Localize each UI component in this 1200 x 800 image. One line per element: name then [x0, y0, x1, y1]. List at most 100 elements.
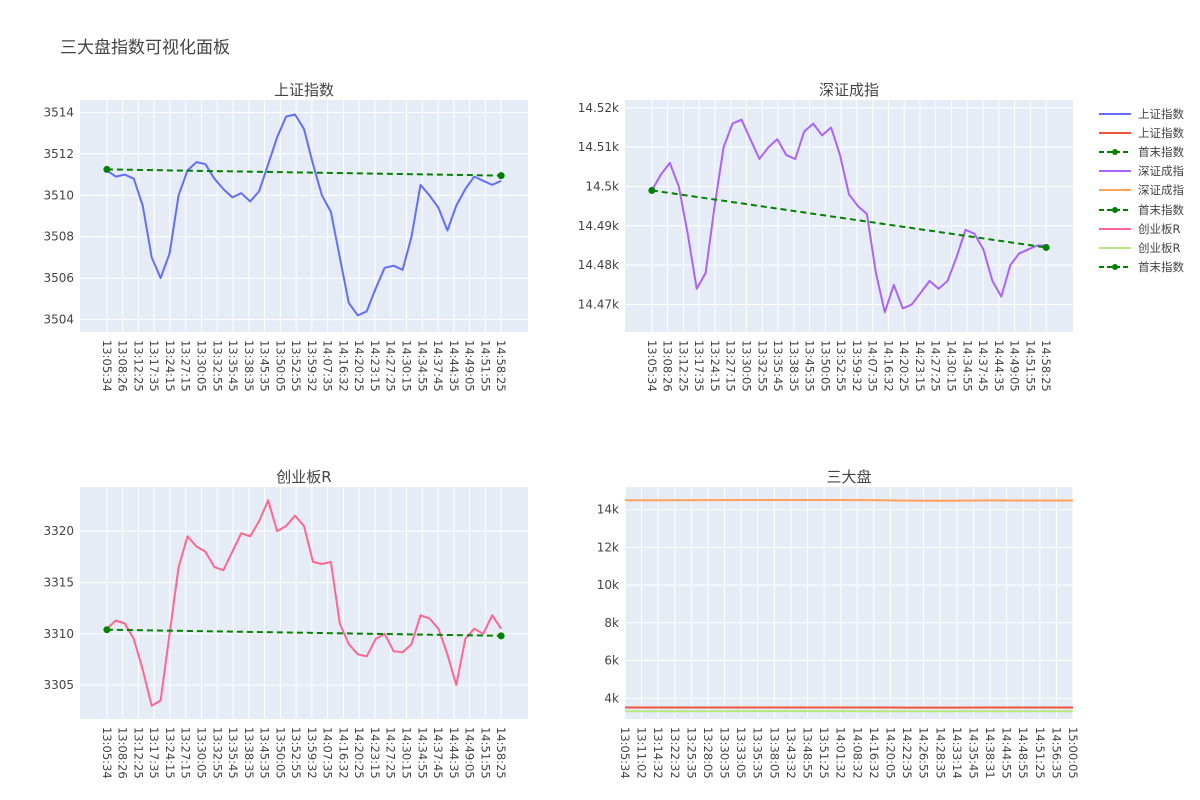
x-tick-label: 13:35:45 [226, 340, 240, 392]
y-tick-label: 4k [604, 691, 619, 705]
x-tick-label: 14:51:55 [478, 340, 492, 392]
series-marker [103, 626, 111, 634]
subplot-1: 13:05:34 13:08:26 13:12:25 13:17:35 13:24:15… [43, 81, 528, 392]
x-tick-label: 14:49:05 [463, 340, 477, 392]
y-tick-label: 14.51k [578, 140, 619, 154]
legend-item[interactable]: 创业板R [1098, 219, 1184, 238]
y-tick-label: 3305 [43, 678, 74, 692]
x-tick-label: 14:30:15 [945, 340, 959, 392]
x-tick-label: 14:30:15 [400, 340, 414, 392]
y-tick-label: 3315 [43, 575, 74, 589]
x-tick-label: 14:16:32 [336, 727, 350, 779]
legend-swatch [1099, 170, 1131, 173]
x-tick-label: 13:38:35 [787, 340, 801, 392]
legend-label: 首末指数 [1138, 202, 1184, 217]
x-tick-label: 14:28:35 [933, 727, 947, 779]
x-tick-label: 13:05:34 [618, 727, 632, 779]
x-tick-label: 13:05:34 [100, 727, 114, 779]
x-tick-label: 13:30:05 [739, 340, 753, 392]
legend-swatch [1099, 227, 1131, 230]
x-tick-label: 13:50:05 [818, 340, 832, 392]
legend-item[interactable]: 深证成指 [1098, 162, 1184, 181]
x-tick-label: 13:30:05 [194, 340, 208, 392]
legend[interactable]: 上证指数 上证指数 首末指数 深证成指 深证成指 首末指数 创业板R 创业板R … [1098, 104, 1184, 277]
y-tick-label: 14.5k [585, 180, 619, 194]
series-marker [497, 172, 505, 180]
x-tick-label: 13:52:55 [289, 727, 303, 779]
x-tick-label: 13:27:15 [179, 727, 193, 779]
x-tick-label: 13:12:25 [131, 340, 145, 392]
legend-swatch [1099, 148, 1131, 155]
x-tick-label: 13:35:45 [771, 340, 785, 392]
legend-label: 首末指数 [1138, 260, 1184, 275]
x-tick-label: 13:35:35 [751, 727, 765, 779]
y-tick-label: 14.49k [578, 219, 619, 233]
series-marker [103, 165, 111, 173]
x-tick-label: 13:14:32 [651, 727, 665, 779]
legend-item[interactable]: 上证指数 [1098, 104, 1184, 123]
x-tick-label: 14:44:35 [447, 340, 461, 392]
plot-background [80, 100, 528, 332]
legend-item[interactable]: 上证指数 [1098, 123, 1184, 142]
x-tick-label: 13:59:32 [850, 340, 864, 392]
y-tick-label: 3510 [43, 188, 74, 202]
x-tick-label: 13:27:15 [179, 340, 193, 392]
x-tick-label: 14:07:35 [321, 727, 335, 779]
legend-label: 创业板R [1138, 240, 1181, 255]
x-tick-label: 13:38:35 [242, 340, 256, 392]
legend-swatch [1099, 264, 1131, 271]
legend-item[interactable]: 首末指数 [1098, 200, 1184, 219]
subplot-title: 上证指数 [274, 81, 334, 99]
subplot-title: 深证成指 [819, 81, 879, 99]
x-tick-label: 13:30:05 [194, 727, 208, 779]
series-line [106, 113, 502, 317]
x-tick-label: 14:48:55 [1016, 727, 1030, 779]
x-tick-label: 14:49:05 [1008, 340, 1022, 392]
x-tick-label: 14:56:35 [1049, 727, 1063, 779]
subplot-3: 13:05:34 13:08:26 13:12:25 13:17:35 13:24:15… [43, 468, 528, 779]
x-tick-label: 14:58:25 [1039, 340, 1053, 392]
plot-background [625, 487, 1073, 719]
series-line [651, 118, 1047, 314]
x-tick-label: 13:32:55 [210, 340, 224, 392]
x-tick-label: 13:59:32 [305, 727, 319, 779]
x-tick-label: 14:37:45 [431, 340, 445, 392]
x-tick-label: 14:23:15 [913, 340, 927, 392]
y-tick-label: 3514 [43, 105, 74, 119]
y-tick-label: 3512 [43, 147, 74, 161]
x-tick-label: 14:27:25 [384, 727, 398, 779]
legend-item[interactable]: 深证成指 [1098, 181, 1184, 200]
x-tick-label: 14:27:25 [929, 340, 943, 392]
subplot-4: 13:05:34 13:11:02 13:14:32 13:22:32 13:25:35… [597, 468, 1080, 779]
x-tick-label: 14:34:55 [960, 340, 974, 392]
x-tick-label: 13:45:35 [258, 340, 272, 392]
plot-background [625, 100, 1073, 332]
x-tick-label: 14:34:55 [415, 340, 429, 392]
x-tick-label: 13:08:26 [116, 727, 130, 779]
x-tick-label: 13:24:15 [163, 340, 177, 392]
legend-item[interactable]: 创业板R [1098, 238, 1184, 257]
x-tick-label: 14:44:55 [1000, 727, 1014, 779]
x-tick-label: 13:17:35 [147, 340, 161, 392]
x-tick-label: 13:45:35 [258, 727, 272, 779]
y-tick-label: 6k [604, 654, 619, 668]
y-tick-label: 12k [597, 540, 619, 554]
subplot-2: 13:05:34 13:08:26 13:12:25 13:17:35 13:24:15… [578, 81, 1073, 392]
x-tick-label: 13:28:05 [701, 727, 715, 779]
x-tick-label: 13:08:26 [661, 340, 675, 392]
x-tick-label: 14:30:15 [400, 727, 414, 779]
legend-item[interactable]: 首末指数 [1098, 258, 1184, 277]
x-tick-label: 14:27:25 [384, 340, 398, 392]
series-line [106, 499, 502, 707]
x-tick-label: 13:17:35 [692, 340, 706, 392]
subplot-title: 三大盘 [826, 468, 871, 486]
legend-marker [1112, 206, 1118, 213]
legend-swatch [1099, 246, 1131, 249]
x-tick-label: 14:51:25 [1033, 727, 1047, 779]
x-tick-label: 13:05:34 [645, 340, 659, 392]
legend-label: 深证成指 [1138, 164, 1184, 179]
x-tick-label: 14:51:55 [478, 727, 492, 779]
legend-item[interactable]: 首末指数 [1098, 142, 1184, 161]
x-tick-label: 14:33:14 [950, 727, 964, 779]
x-tick-label: 13:43:32 [784, 727, 798, 779]
